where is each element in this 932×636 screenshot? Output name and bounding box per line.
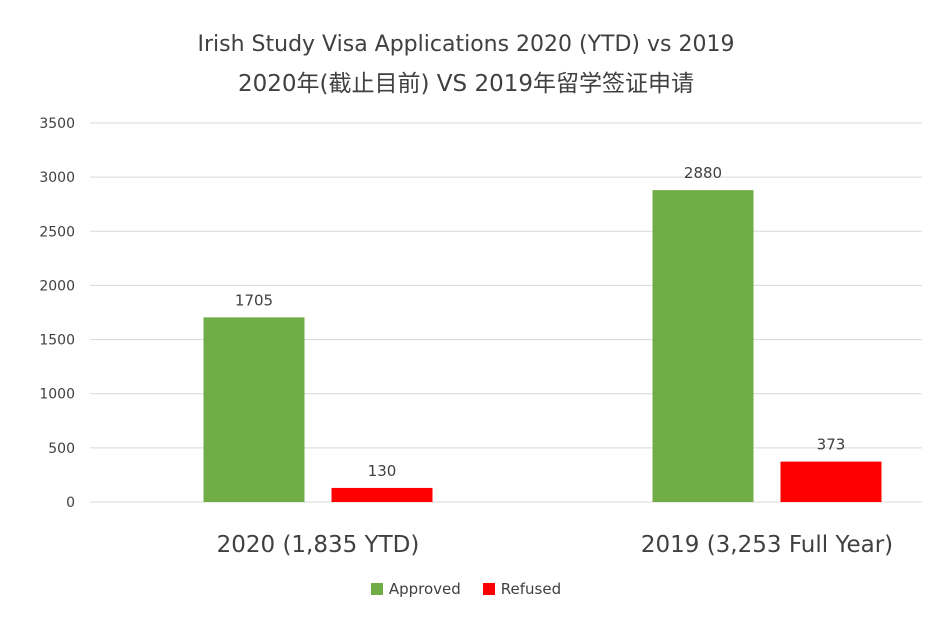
legend-swatch bbox=[482, 583, 495, 595]
bar bbox=[780, 461, 882, 502]
chart-title: Irish Study Visa Applications 2020 (YTD)… bbox=[197, 32, 735, 57]
legend: Approved Refused bbox=[0, 580, 932, 598]
data-label: 373 bbox=[817, 436, 846, 454]
y-tick-label: 3500 bbox=[39, 116, 75, 132]
y-tick-label: 500 bbox=[48, 441, 75, 457]
legend-label: Approved bbox=[388, 580, 461, 598]
legend-item: Approved bbox=[370, 580, 461, 598]
y-tick-label: 2000 bbox=[39, 278, 75, 294]
y-tick-label: 1000 bbox=[39, 387, 75, 403]
bar bbox=[652, 190, 754, 502]
x-category-label: 2020 (1,835 YTD) bbox=[217, 532, 420, 558]
y-tick-label: 3000 bbox=[39, 170, 75, 186]
data-label: 1705 bbox=[235, 291, 273, 309]
bar bbox=[331, 487, 433, 502]
x-category-label: 2019 (3,253 Full Year) bbox=[641, 532, 893, 558]
chart-subtitle: 2020年(截止目前) VS 2019年留学签证申请 bbox=[238, 71, 694, 97]
legend-item: Refused bbox=[482, 580, 562, 598]
data-label: 130 bbox=[368, 462, 397, 480]
y-tick-label: 2500 bbox=[39, 224, 75, 240]
data-label: 2880 bbox=[684, 164, 722, 182]
bar bbox=[203, 317, 305, 502]
y-tick-label: 1500 bbox=[39, 333, 75, 349]
legend-label: Refused bbox=[500, 580, 562, 598]
y-tick-label: 0 bbox=[66, 495, 75, 511]
legend-swatch bbox=[370, 583, 383, 595]
